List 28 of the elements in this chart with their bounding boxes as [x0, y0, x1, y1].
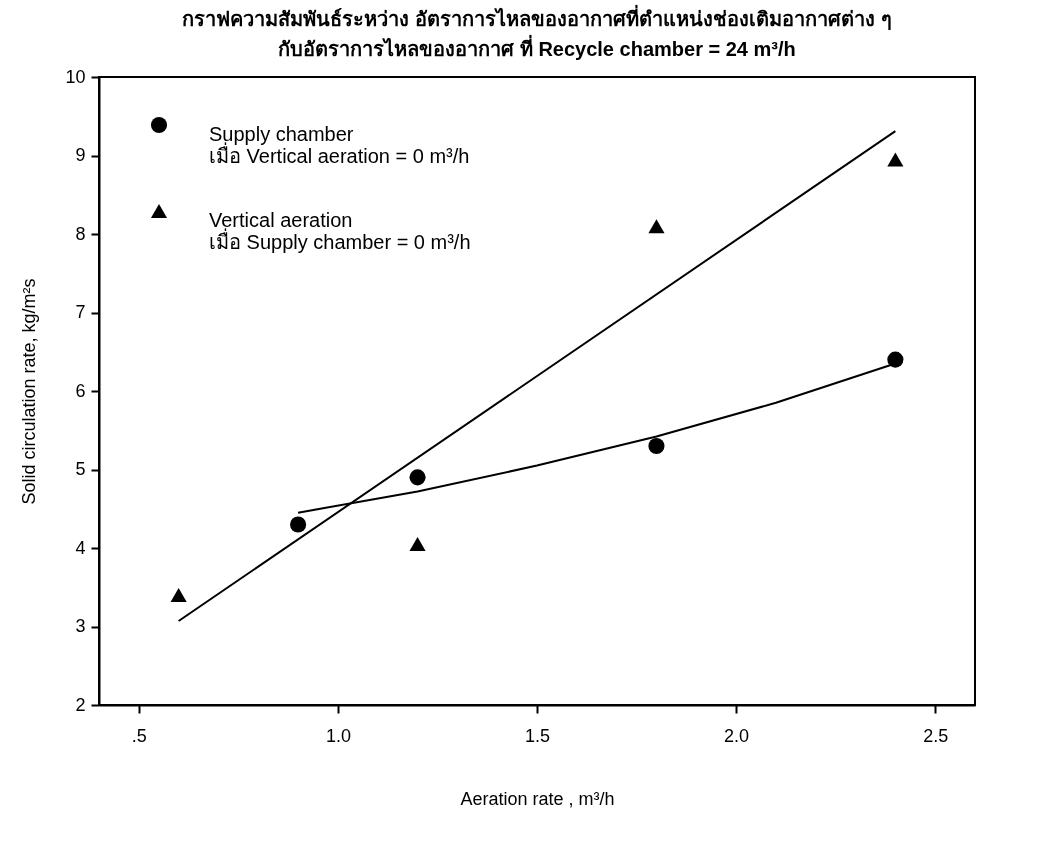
y-tick-label: 10 [65, 66, 86, 87]
point [648, 219, 665, 234]
y-tick-label: 3 [75, 616, 86, 636]
point [887, 351, 904, 368]
y-axis-title: Solid circulation rate, kg/m²s [19, 278, 40, 505]
x-tick-label: 2.5 [923, 725, 949, 746]
chart-title: กราฟความสัมพันธ์ระหว่าง อัตราการไหลของอากาศที่ตำแหน่งช่องเติมอากาศต่าง ๆ [182, 4, 892, 31]
x-tick-label: 1.5 [524, 725, 551, 746]
x-axis-title: Aeration rate , m³/h [460, 788, 615, 809]
y-tick-label: 6 [75, 380, 86, 401]
point [409, 469, 426, 486]
x-tick-label: .5 [131, 725, 147, 746]
x-tick-label: 2.0 [724, 725, 750, 746]
point [409, 537, 426, 552]
legend-label: Supply chamber เมื่อ Vertical aeration = 0 m³/h [209, 123, 470, 167]
legend-label: Vertical aeration เมื่อ Supply chamber = 0 m³/h [209, 209, 471, 253]
y-tick-label: 8 [75, 223, 86, 244]
point [290, 516, 307, 533]
point [887, 152, 904, 167]
chart-subtitle: กับอัตราการไหลของอากาศ ที่ Recycle chamber = 24 m³/h [278, 34, 796, 60]
y-tick-label: 2 [75, 694, 86, 715]
y-tick-label: 9 [75, 145, 86, 165]
y-tick-label: 5 [75, 459, 86, 479]
point [648, 437, 665, 454]
y-tick-label: 4 [75, 537, 86, 558]
y-tick-label: 7 [75, 302, 86, 322]
point [170, 588, 187, 603]
x-tick-label: 1.0 [325, 725, 351, 746]
